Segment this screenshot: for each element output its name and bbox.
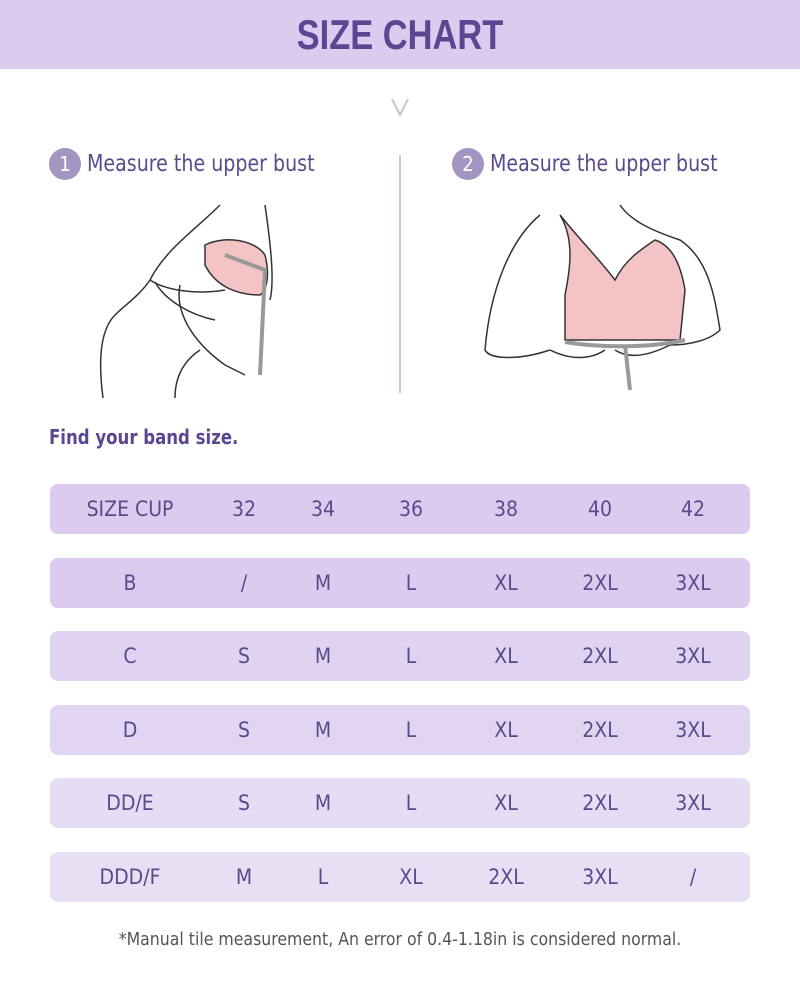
header-cell: 40	[587, 497, 613, 521]
table-cell: 2XL	[582, 571, 618, 595]
table-cell: 3XL	[675, 644, 711, 668]
table-cell: 3XL	[675, 718, 711, 742]
table-cell: XL	[399, 865, 423, 889]
table-cell: 3XL	[675, 791, 711, 815]
header-cell: 38	[493, 497, 519, 521]
table-cell: B	[123, 571, 137, 595]
header-cell: 34	[310, 497, 336, 521]
table-cell: M	[235, 865, 253, 889]
table-cell: M	[314, 791, 332, 815]
header-cell: SIZE CUP	[86, 497, 174, 521]
table-cell: 2XL	[582, 644, 618, 668]
step-label: Measure the upper bust	[490, 151, 718, 177]
table-row: C S M L XL 2XL 3XL	[50, 631, 750, 681]
header-cell: 32	[231, 497, 257, 521]
table-cell: S	[238, 644, 250, 668]
table-cell: 2XL	[582, 791, 618, 815]
table-cell: XL	[494, 571, 518, 595]
table-cell: 3XL	[582, 865, 618, 889]
step-2: 2 Measure the upper bust	[452, 148, 737, 180]
table-cell: M	[314, 644, 332, 668]
table-cell: M	[314, 571, 332, 595]
table-cell: 2XL	[582, 718, 618, 742]
step-label: Measure the upper bust	[87, 151, 315, 177]
table-cell: /	[240, 571, 248, 595]
measurement-note: *Manual tile measurement, An error of 0.…	[118, 930, 682, 950]
front-measure-illustration	[484, 204, 721, 391]
header-cell: 42	[680, 497, 706, 521]
step-number: 1	[49, 148, 81, 180]
table-cell: DDD/F	[99, 865, 161, 889]
table-cell: L	[405, 644, 417, 668]
table-cell: S	[238, 791, 250, 815]
divider	[399, 155, 401, 393]
step-1: 1 Measure the upper bust	[49, 148, 334, 180]
table-cell: /	[689, 865, 697, 889]
table-cell: DD/E	[106, 791, 154, 815]
side-measure-illustration	[99, 204, 273, 399]
band-size-heading: Find your band size.	[49, 425, 239, 449]
table-cell: 2XL	[488, 865, 524, 889]
table-cell: S	[238, 718, 250, 742]
table-row: D S M L XL 2XL 3XL	[50, 705, 750, 755]
table-header-row: SIZE CUP 32 34 36 38 40 42	[50, 484, 750, 534]
title-banner: SIZE CHART	[0, 0, 800, 69]
table-cell: L	[405, 791, 417, 815]
table-row: B / M L XL 2XL 3XL	[50, 558, 750, 608]
table-cell: L	[405, 718, 417, 742]
chevron-down-icon	[391, 98, 409, 117]
table-row: DD/E S M L XL 2XL 3XL	[50, 778, 750, 828]
table-cell: L	[405, 571, 417, 595]
table-cell: C	[123, 644, 137, 668]
table-cell: XL	[494, 644, 518, 668]
table-cell: D	[122, 718, 138, 742]
table-cell: XL	[494, 791, 518, 815]
step-number: 2	[452, 148, 484, 180]
table-cell: M	[314, 718, 332, 742]
table-row: DDD/F M L XL 2XL 3XL /	[50, 852, 750, 902]
header-cell: 36	[398, 497, 424, 521]
page-title: SIZE CHART	[296, 10, 504, 58]
table-cell: 3XL	[675, 571, 711, 595]
table-cell: L	[317, 865, 329, 889]
table-cell: XL	[494, 718, 518, 742]
